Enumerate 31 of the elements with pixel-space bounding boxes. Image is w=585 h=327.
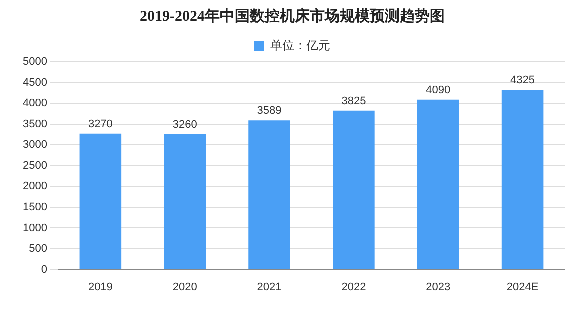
legend-label: 单位：亿元 bbox=[270, 38, 330, 52]
bar bbox=[502, 90, 544, 270]
y-tick-label: 2500 bbox=[22, 160, 48, 172]
y-tick-label: 1000 bbox=[22, 222, 48, 234]
y-tick-label: 2000 bbox=[22, 180, 48, 193]
x-tick-label: 2020 bbox=[172, 281, 198, 294]
y-tick-label: 4500 bbox=[22, 76, 48, 89]
x-tick-label: 2024E bbox=[506, 281, 539, 294]
x-tick-label: 2023 bbox=[426, 281, 451, 294]
y-tick-label: 3000 bbox=[22, 139, 48, 152]
bar bbox=[333, 110, 375, 270]
bar bbox=[80, 134, 122, 270]
y-tick-label: 500 bbox=[29, 243, 48, 256]
bar bbox=[164, 134, 206, 270]
data-label: 3589 bbox=[257, 105, 282, 118]
data-label: 3270 bbox=[88, 118, 113, 130]
x-tick-label: 2022 bbox=[342, 281, 366, 294]
bar bbox=[417, 100, 460, 270]
data-label: 3260 bbox=[172, 118, 198, 131]
y-tick-label: 4000 bbox=[22, 98, 48, 110]
y-tick-label: 0 bbox=[41, 264, 48, 276]
bar bbox=[248, 120, 290, 270]
chart-title: 2019-2024年中国数控机床市场规模预测趋势图 bbox=[140, 6, 445, 25]
data-label: 4325 bbox=[510, 74, 536, 87]
data-label: 3825 bbox=[342, 95, 366, 108]
data-label: 4090 bbox=[426, 84, 451, 96]
y-tick-label: 3500 bbox=[22, 118, 48, 130]
x-tick-label: 2021 bbox=[257, 281, 282, 294]
x-tick-label: 2019 bbox=[88, 281, 113, 294]
y-tick-label: 1500 bbox=[22, 201, 48, 214]
y-tick-label: 5000 bbox=[22, 56, 48, 68]
